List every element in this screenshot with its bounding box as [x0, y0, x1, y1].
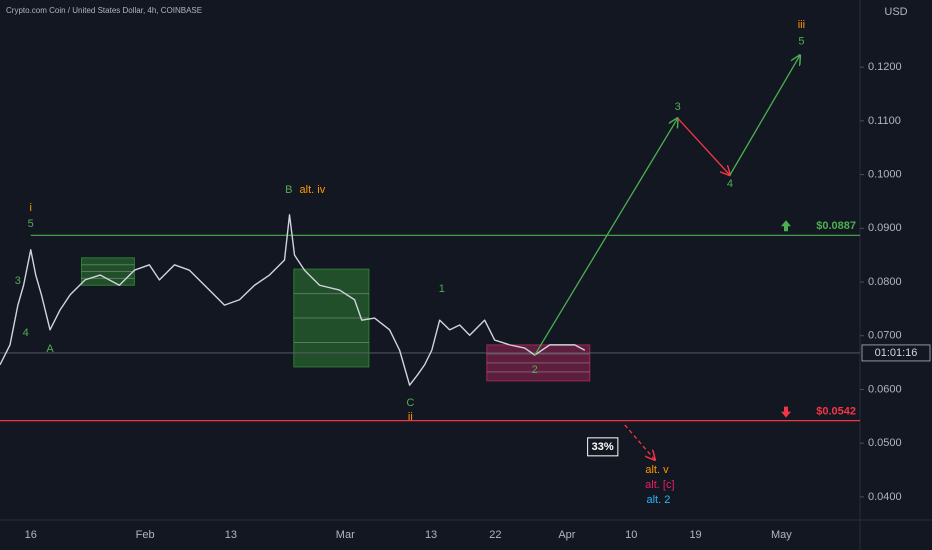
- y-tick-label: 0.0800: [868, 276, 902, 288]
- y-tick-label: 0.0600: [868, 383, 902, 395]
- wave-label: alt. 2: [646, 494, 670, 506]
- label-box: [587, 437, 619, 457]
- y-tick-label: 0.0500: [868, 437, 902, 449]
- y-tick-label: 0.0900: [868, 222, 902, 234]
- wave-label: ii: [408, 411, 413, 423]
- wave-label: 4: [23, 327, 29, 339]
- wave-arrow: [534, 118, 678, 356]
- wave-label: alt. iv: [300, 184, 326, 196]
- zone: [293, 268, 370, 368]
- wave-label: C: [406, 397, 414, 409]
- x-tick-label: 10: [625, 529, 637, 541]
- level-label: $0.0887: [816, 220, 856, 232]
- wave-label: B: [285, 184, 292, 196]
- level-arrow: [781, 220, 791, 232]
- current-price-label: 01:01:16: [875, 347, 918, 359]
- zone: [80, 257, 135, 286]
- level-label: $0.0542: [816, 406, 856, 418]
- current-price-box: [861, 344, 931, 362]
- y-tick-label: 0.1200: [868, 61, 902, 73]
- wave-arrow: [677, 117, 730, 175]
- wave-label: 1: [439, 283, 445, 295]
- y-tick-label: 0.0400: [868, 491, 902, 503]
- y-tick-label: 0.0700: [868, 330, 902, 342]
- x-tick-label: Feb: [136, 529, 155, 541]
- x-tick-label: May: [771, 529, 792, 541]
- wave-label: A: [46, 343, 54, 355]
- wave-label: 5: [798, 35, 804, 47]
- x-tick-label: 16: [25, 529, 37, 541]
- wave-label: 33%: [592, 441, 614, 453]
- x-tick-label: 13: [425, 529, 437, 541]
- y-tick-label: 0.1100: [868, 115, 901, 127]
- wave-label: 2: [532, 364, 538, 376]
- wave-label: 3: [15, 275, 21, 287]
- wave-label: iii: [798, 19, 805, 31]
- y-tick-label: 0.1000: [868, 168, 902, 180]
- wave-label: alt. v: [645, 464, 669, 476]
- wave-label: i: [30, 202, 32, 214]
- x-tick-label: Apr: [558, 529, 575, 541]
- price-line: [0, 214, 586, 386]
- x-tick-label: 22: [489, 529, 501, 541]
- chart-title: Crypto.com Coin / United States Dollar, …: [6, 6, 202, 15]
- wave-label: alt. [c]: [645, 479, 674, 491]
- level-arrow: [781, 406, 791, 418]
- wave-label: 5: [28, 218, 34, 230]
- x-tick-label: Mar: [336, 529, 355, 541]
- wave-label: 4: [727, 178, 733, 190]
- x-tick-label: 19: [689, 529, 701, 541]
- zone: [486, 344, 591, 382]
- wave-arrow: [624, 424, 655, 460]
- wave-arrow: [729, 55, 800, 176]
- x-tick-label: 13: [225, 529, 237, 541]
- wave-label: 3: [675, 101, 681, 113]
- y-axis-label: USD: [884, 6, 907, 18]
